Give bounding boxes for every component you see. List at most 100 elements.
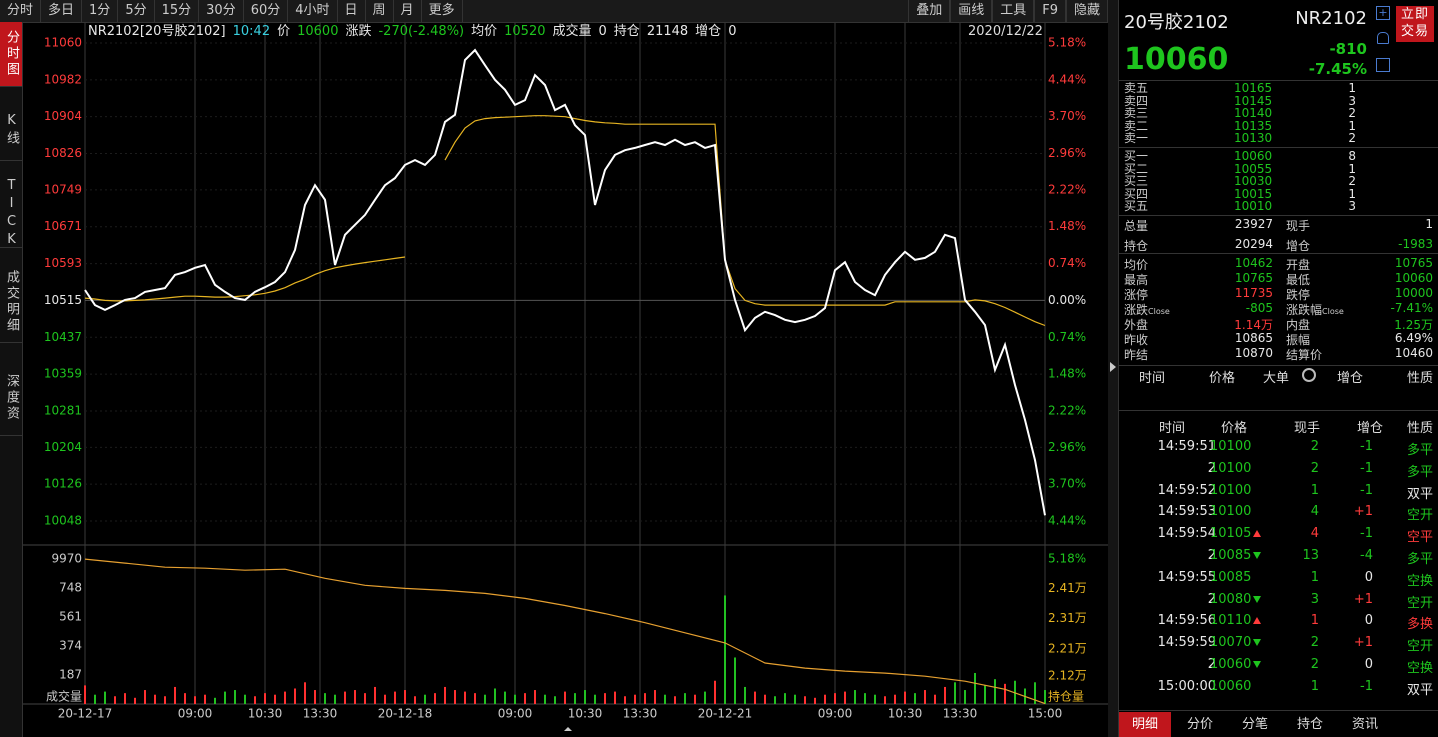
tick-qty: 1 [1310,678,1319,694]
volume-bar [394,691,396,704]
chart-bg [22,22,1108,737]
x-tick-label: 20-12-21 [698,707,752,721]
toolbar-button[interactable]: 1分 [82,0,119,22]
stat-value: 10060 [1394,271,1433,285]
info-item: 成交量 [552,24,592,39]
volume-bar [634,694,636,704]
stat-label: 外盘 [1124,318,1149,332]
toolbar-button[interactable]: 4小时 [288,0,338,22]
toolbar-button[interactable]: 日 [338,0,366,22]
y-tick-label: 10204 [44,440,82,454]
stat-value: 10000 [1394,286,1433,300]
bottom-tab[interactable]: 资讯 [1351,717,1378,732]
volume-bar [454,690,456,704]
bottom-tab[interactable]: 分价 [1186,717,1213,732]
tick-qty: 1 [1310,569,1319,585]
volume-bar [264,693,266,704]
tick-oi-change: -4 [1360,548,1373,563]
volume-bar [704,691,706,704]
trade-button[interactable]: 立即交易 [1396,6,1434,42]
volume-bar [664,694,666,704]
x-tick-label: 20-12-18 [378,707,432,721]
toolbar-button[interactable]: 工具 [992,0,1035,22]
book-price: 10145 [1234,93,1273,108]
toolbar-button[interactable]: 月 [394,0,422,22]
side-tab[interactable]: 分时图 [0,22,22,87]
stat-label: 均价 [1124,258,1149,272]
bottom-tab[interactable]: 分笔 [1241,717,1268,732]
side-tab[interactable]: 成交明细 [0,262,22,343]
side-tab[interactable]: K线图 [0,100,22,161]
volume-bar [164,696,166,704]
x-tick-label: 13:30 [303,707,338,721]
pct-label: 5.18% [1048,552,1086,566]
toolbar-button[interactable]: 15分 [155,0,200,22]
book-price: 10135 [1234,118,1273,133]
tick-oi-change: 0 [1364,657,1373,672]
stat-label: 涨跌幅Close [1286,303,1344,317]
volume-bar [184,693,186,704]
y-tick-label: 10593 [44,256,82,270]
alert-icon[interactable] [1377,32,1389,44]
toolbar-button[interactable]: F9 [1034,0,1066,22]
volume-bar [954,682,956,704]
tick-qty: 4 [1310,504,1319,520]
toolbar-button[interactable]: 5分 [118,0,155,22]
volume-bar [984,685,986,704]
volume-bar [694,694,696,704]
separator [1119,147,1438,148]
volume-bar [474,693,476,704]
volume-bar [144,690,146,704]
separator [1119,80,1438,81]
volume-bar [464,691,466,704]
book-label: 卖一 [1124,131,1149,145]
stat-value: 10462 [1234,256,1273,270]
tick-qty: 2 [1310,439,1319,454]
bottom-tab[interactable]: 持仓 [1296,717,1323,732]
toolbar-button[interactable]: 画线 [950,0,993,22]
tick-oi-change: -1 [1360,482,1373,498]
stat-value: 20294 [1234,237,1273,251]
volume-bar [744,686,746,704]
bottom-tab[interactable]: 明细 [1119,712,1171,737]
volume-bar [904,691,906,704]
x-tick-label: 09:00 [818,707,853,721]
toolbar-button[interactable]: 周 [366,0,394,22]
tick-time: 2 [1207,460,1216,476]
book-qty: 8 [1348,149,1356,163]
add-icon[interactable]: + [1376,6,1390,20]
volume-bar [644,693,646,704]
toolbar-button[interactable]: 60分 [244,0,289,22]
volume-bar [114,696,116,704]
book-label: 买五 [1124,199,1149,213]
instrument-name: 20号胶2102 [1124,12,1229,33]
tick-time: 14:59:56 [1157,613,1216,629]
book-label: 卖二 [1124,118,1149,133]
tick-qty: 1 [1310,482,1319,498]
toolbar-button[interactable]: 更多 [422,0,463,22]
tick-price: 10100 [1210,439,1252,454]
toolbar-button[interactable]: 隐藏 [1065,0,1108,22]
info-item: NR2102[20号胶2102] [88,24,226,39]
toolbar-gap [463,0,909,22]
splitter[interactable] [1108,0,1118,737]
volume-bar [724,595,726,704]
toolbar-button[interactable]: 30分 [199,0,244,22]
side-tab[interactable]: 深度资料 [0,360,22,436]
volume-bar [1004,683,1006,704]
info-item: 10600 [297,24,339,39]
volume-bar [884,696,886,704]
volume-bar [444,686,446,704]
side-tab[interactable]: TICK [0,172,22,250]
volume-bar [594,694,596,704]
stat-value: 6.49% [1394,331,1433,345]
header-label: 价格 [1209,371,1236,386]
toolbar-button[interactable]: 叠加 [908,0,951,22]
oi-tick-label: 2.21万 [1048,641,1087,655]
toolbar-button[interactable]: 多日 [41,0,83,22]
toolbar-button[interactable]: 分时 [0,0,42,22]
volume-bar [614,691,616,704]
avg-line [84,115,1046,327]
settings-icon[interactable] [1302,368,1316,382]
edit-icon[interactable] [1376,58,1390,72]
